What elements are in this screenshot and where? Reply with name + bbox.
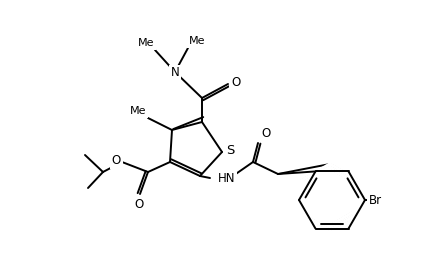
Text: O: O [231, 76, 240, 88]
Text: O: O [261, 127, 270, 140]
Text: Me: Me [137, 38, 154, 48]
Text: S: S [226, 145, 234, 158]
Text: Me: Me [189, 36, 206, 46]
Text: Me: Me [129, 106, 146, 116]
Text: O: O [112, 155, 121, 168]
Text: O: O [135, 198, 144, 211]
Text: N: N [170, 66, 179, 79]
Text: HN: HN [218, 171, 236, 184]
Text: Br: Br [369, 194, 382, 206]
